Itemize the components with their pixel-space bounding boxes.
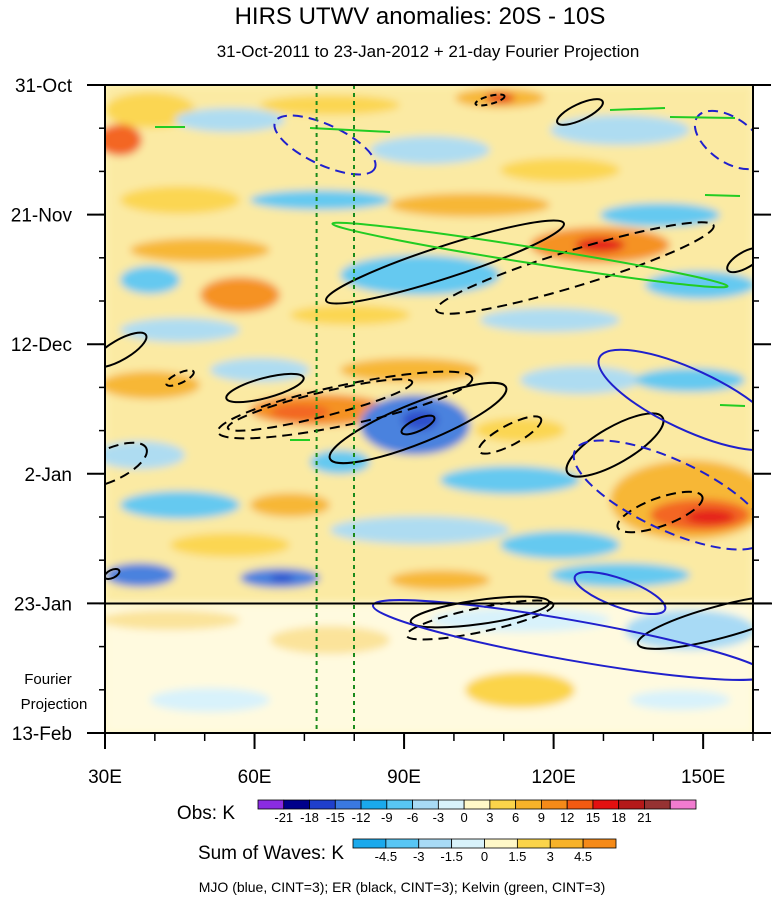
colorbar-tick-label: -18 — [300, 810, 319, 825]
plot-frame — [104, 84, 754, 734]
chart-subtitle: 31-Oct-2011 to 23-Jan-2012 + 21-day Four… — [217, 42, 640, 61]
colorbar-swatch — [669, 799, 697, 810]
colorbar-tick-label: -1.5 — [440, 849, 462, 864]
y-axis: 31-Oct 21-Nov 12-Dec 2-Jan 23-Jan 13-Feb — [11, 76, 771, 745]
colorbar-swatch — [489, 799, 517, 810]
colorbar-swatch — [549, 838, 584, 849]
waves-colorbar-label: Sum of Waves: K — [198, 843, 344, 864]
contour-legend-footer: MJO (blue, CINT=3); ER (black, CINT=3); … — [199, 879, 606, 895]
waves-colorbar: Sum of Waves: K -4.5 -3 -1.5 0 1.5 3 4.5 — [198, 838, 617, 864]
colorbar-swatch — [385, 838, 420, 849]
plot-area — [104, 84, 772, 734]
colorbar-tick-label: 12 — [560, 810, 574, 825]
colorbar-tick-label: -6 — [407, 810, 419, 825]
colorbar-swatch — [644, 799, 671, 810]
y-tick-label: 13-Feb — [12, 724, 72, 745]
obs-colorbar: Obs: K -21 -18 -15 -12 -9 -6 -3 0 3 6 9 12 15 18 21 — [177, 799, 697, 825]
obs-colorbar-label: Obs: K — [177, 803, 235, 824]
colorbar-tick-label: 0 — [461, 810, 468, 825]
colorbar-swatch — [418, 838, 453, 849]
y-tick-label: 21-Nov — [11, 206, 73, 227]
x-axis: 30E 60E 90E 120E 150E — [88, 733, 754, 788]
colorbar-swatch — [309, 799, 336, 810]
colorbar-swatch — [566, 799, 594, 810]
colorbar-swatch — [352, 838, 387, 849]
colorbar-swatch — [618, 799, 645, 810]
colorbar-swatch — [484, 838, 518, 849]
colorbar-tick-label: 4.5 — [574, 849, 592, 864]
colorbar-swatch — [334, 799, 362, 810]
colorbar-tick-label: 18 — [611, 810, 625, 825]
x-tick-label: 120E — [531, 767, 575, 788]
projection-label-line-1: Fourier — [24, 671, 72, 688]
colorbar-swatch — [257, 799, 285, 810]
colorbar-swatch — [283, 799, 310, 810]
colorbar-swatch — [516, 838, 551, 849]
y-tick-label: 31-Oct — [15, 76, 73, 97]
y-tick-label: 23-Jan — [14, 594, 72, 615]
obs-anomaly-field — [105, 85, 753, 604]
colorbar-swatch — [412, 799, 439, 810]
colorbar-swatch — [515, 799, 542, 810]
colorbar-tick-label: 3 — [547, 849, 554, 864]
projection-label-line-2: Projection — [21, 696, 88, 713]
colorbar-swatch — [463, 799, 491, 810]
colorbar-swatch — [582, 838, 617, 849]
colorbar-tick-label: -12 — [352, 810, 371, 825]
colorbar-swatch — [541, 799, 568, 810]
colorbar-tick-label: -15 — [326, 810, 345, 825]
projection-shading — [105, 604, 753, 733]
colorbar-tick-label: 9 — [538, 810, 545, 825]
x-tick-label: 90E — [387, 767, 421, 788]
colorbar-swatch — [592, 799, 620, 810]
colorbar-swatch — [386, 799, 413, 810]
x-tick-label: 150E — [681, 767, 725, 788]
colorbar-tick-label: -3 — [433, 810, 445, 825]
y-tick-label: 2-Jan — [24, 465, 72, 486]
colorbar-tick-label: 0 — [481, 849, 488, 864]
colorbar-tick-label: 3 — [486, 810, 493, 825]
x-tick-label: 60E — [238, 767, 272, 788]
colorbar-tick-label: 1.5 — [508, 849, 526, 864]
colorbar-tick-label: -3 — [413, 849, 425, 864]
kelvin-contours — [155, 107, 746, 441]
colorbar-swatch — [437, 799, 465, 810]
mjo-contours — [273, 109, 753, 681]
colorbar-tick-label: 15 — [586, 810, 600, 825]
colorbar-swatch — [451, 838, 485, 849]
x-tick-label: 30E — [88, 767, 122, 788]
y-tick-label: 12-Dec — [11, 335, 72, 356]
colorbar-tick-label: -21 — [274, 810, 293, 825]
colorbar-swatch — [360, 799, 388, 810]
colorbar-tick-label: 6 — [512, 810, 519, 825]
colorbar-tick-label: -9 — [381, 810, 393, 825]
colorbar-tick-label: -4.5 — [375, 849, 397, 864]
colorbar-tick-label: 21 — [637, 810, 651, 825]
chart-title: HIRS UTWV anomalies: 20S - 10S — [235, 3, 606, 30]
